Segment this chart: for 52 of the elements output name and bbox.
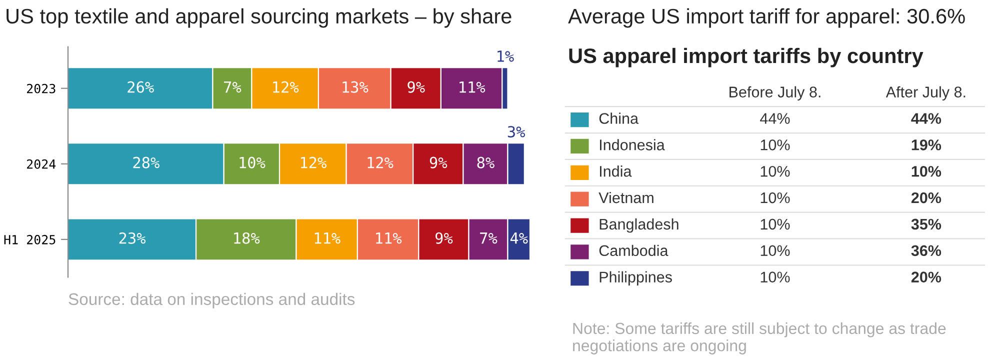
source-note: Source: data on inspections and audits [68,292,355,308]
y-tick-label: H1 2025 [4,234,56,244]
category-label: India [600,166,632,177]
data-label: 11% [314,232,340,244]
data-label: 7% [224,81,242,93]
text: Average US import tariff for apparel: 30.6% [568,8,965,28]
category-label: Vietnam [598,192,654,204]
data-label: 7% [480,232,498,244]
data-label: 11% [460,81,486,93]
data-label: 10% [760,245,790,256]
category-label: China [599,112,639,124]
text: Note: Some tariffs are still subject to change as trade negotiations are ongoing [573,322,946,354]
data-label: 9% [435,232,453,244]
data-label: 19% [912,140,942,150]
data-label: 10% [760,272,790,282]
text: US apparel import tariffs by country [569,48,924,68]
text: Before July 8. [730,86,820,100]
data-label: 12% [300,156,326,168]
category-label: Cambodia [599,244,668,256]
data-label: 13% [342,81,368,93]
data-label: 20% [911,192,942,204]
data-label: 10% [760,166,790,177]
category-label: Philippines [600,271,672,286]
data-label: 9% [430,156,448,168]
text: After July 8. [886,86,966,100]
data-label: 20% [911,272,942,282]
data-label: 9% [408,81,425,93]
data-label: 8% [477,156,494,168]
category-label: Bangladesh [600,218,678,233]
data-label: 44% [911,113,942,124]
data-label: 4% [510,232,528,244]
data-label: 18% [234,232,260,244]
data-label: 12% [273,81,299,93]
data-label: 10% [240,156,266,168]
data-label: 44% [760,113,790,124]
data-label: 28% [133,156,160,168]
data-label: 10% [760,140,790,150]
category-label: Indonesia [600,139,665,150]
data-label: 36% [911,245,942,256]
data-label: 26% [128,81,154,93]
y-tick-label: 2023 [27,84,56,94]
data-label: 10% [760,218,790,230]
data-label: 23% [119,232,146,244]
data-label: 12% [368,156,394,168]
y-tick-label: 2024 [27,159,56,169]
data-label: 10% [760,192,790,204]
data-label: 3% [508,126,526,138]
data-label: 11% [376,232,402,244]
data-label: 35% [911,218,942,230]
data-label: 10% [912,166,942,177]
chart-title: US top textile and apparel sourcing markets – by share [6,8,512,28]
data-label: 1% [498,50,514,62]
